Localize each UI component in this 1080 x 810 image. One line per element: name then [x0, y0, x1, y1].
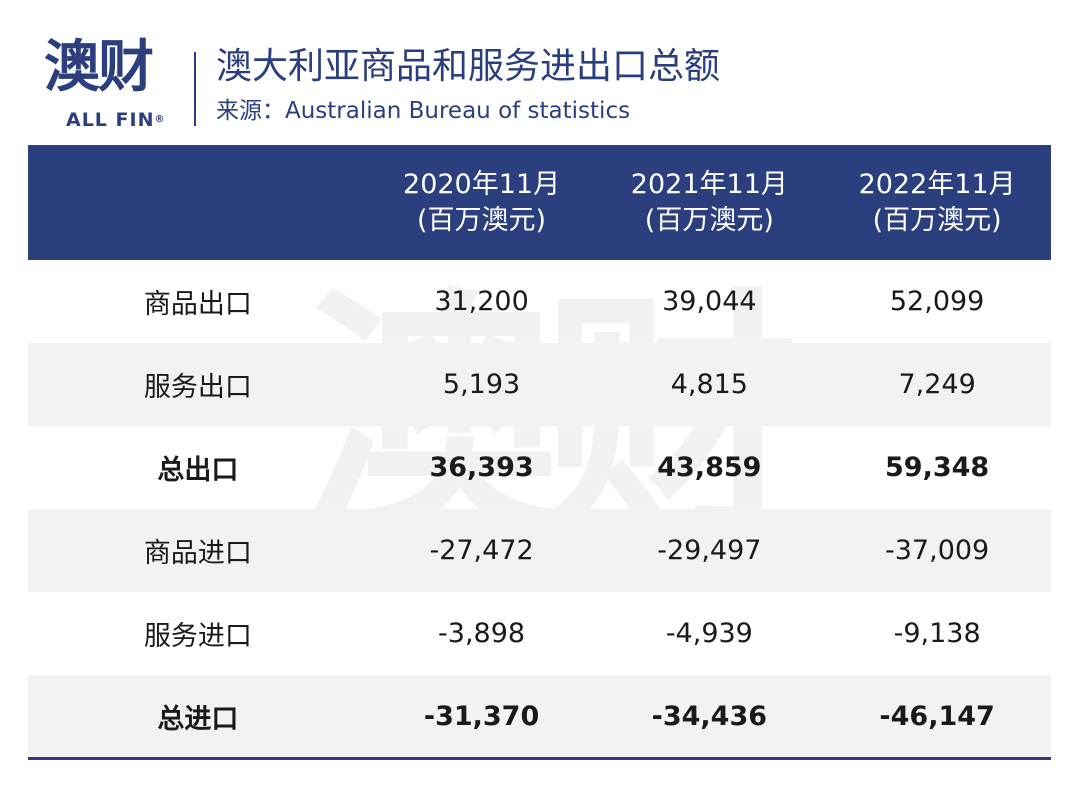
header-blank-cell [28, 145, 368, 260]
row-label: 商品出口 [143, 289, 252, 320]
column-header-2020: 2020年11月 (百万澳元) [368, 145, 596, 260]
logo-english-text: ALL FIN® [66, 110, 165, 130]
source-line: 来源：Australian Bureau of statistics [216, 98, 631, 124]
table-row-services-export: 服务出口 5,193 4,815 7,249 [28, 343, 1051, 426]
table-row-total-import: 总进口 -31,370 -34,436 -46,147 [28, 675, 1051, 758]
brand-logo: 澳财 ALL FIN® [44, 38, 174, 133]
table-cell: -31,370 [423, 701, 540, 732]
page-title: 澳大利亚商品和服务进出口总额 [216, 46, 721, 87]
table-row-services-import: 服务进口 -3,898 -4,939 -9,138 [28, 592, 1051, 675]
registered-mark: ® [154, 114, 166, 125]
table-cell: 31,200 [434, 286, 529, 317]
logo-chinese-text: 澳财 [44, 35, 154, 100]
logo-english-name: ALL FIN [66, 109, 155, 131]
column-header-2021: 2021年11月 (百万澳元) [595, 145, 823, 260]
column-unit: (百万澳元) [417, 204, 547, 236]
table-cell: 39,044 [662, 286, 757, 317]
row-label: 总出口 [157, 455, 239, 486]
table-row-goods-export: 商品出口 31,200 39,044 52,099 [28, 260, 1051, 343]
trade-table: 2020年11月 (百万澳元) 2021年11月 (百万澳元) 2022年11月… [28, 145, 1051, 758]
row-label: 服务进口 [143, 621, 252, 652]
table-cell: 7,249 [898, 369, 976, 400]
column-unit: (百万澳元) [644, 204, 774, 236]
row-label: 总进口 [157, 704, 239, 735]
table-cell: 36,393 [429, 452, 534, 483]
table-cell: -4,939 [665, 618, 753, 649]
column-unit: (百万澳元) [872, 204, 1002, 236]
row-label: 商品进口 [143, 538, 252, 569]
table-cell: -37,009 [885, 535, 990, 566]
header-divider [194, 52, 196, 126]
table-cell: 4,815 [670, 369, 748, 400]
table-cell: 59,348 [885, 452, 990, 483]
column-year: 2021年11月 [630, 168, 788, 200]
table-row-goods-import: 商品进口 -27,472 -29,497 -37,009 [28, 509, 1051, 592]
table-header-row: 2020年11月 (百万澳元) 2021年11月 (百万澳元) 2022年11月… [28, 145, 1051, 260]
table-cell: -27,472 [429, 535, 534, 566]
column-year: 2020年11月 [403, 168, 561, 200]
table-cell: -34,436 [651, 701, 768, 732]
column-header-2022: 2022年11月 (百万澳元) [823, 145, 1051, 260]
table-cell: -29,497 [657, 535, 762, 566]
table-cell: -3,898 [438, 618, 526, 649]
table-bottom-rule [28, 757, 1051, 760]
table-cell: 43,859 [657, 452, 762, 483]
table-cell: -46,147 [879, 701, 995, 732]
table-row-total-export: 总出口 36,393 43,859 59,348 [28, 426, 1051, 509]
table-cell: -9,138 [893, 618, 981, 649]
column-year: 2022年11月 [858, 168, 1016, 200]
table-cell: 5,193 [442, 369, 521, 400]
table-cell: 52,099 [889, 286, 985, 317]
row-label: 服务出口 [143, 372, 252, 403]
